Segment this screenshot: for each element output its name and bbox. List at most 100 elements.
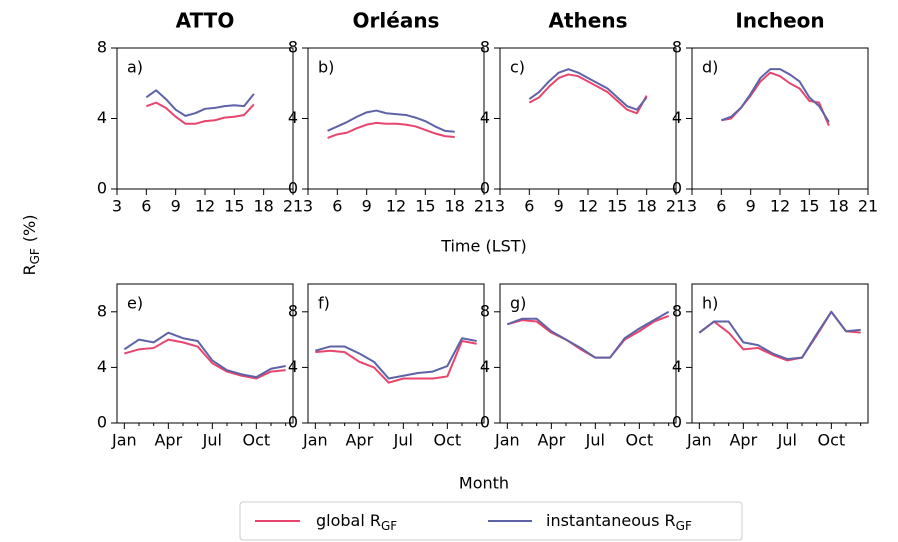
y-tick-label: 0 [288,413,298,432]
series-line [124,338,286,380]
panel-label: d) [702,58,718,77]
y-tick-label: 4 [480,108,490,127]
x-tick-label: 3 [687,197,697,216]
x-axis-label-bottom: Month [459,474,509,493]
axes-frame [691,47,869,190]
series-line [123,331,286,379]
x-tick-label: 3 [303,197,313,216]
y-tick-label: 4 [97,108,107,127]
series-line [315,337,477,380]
y-tick-label: 8 [97,301,107,320]
y-tick-label: 0 [288,179,298,198]
series-line [315,339,477,384]
y-label-subscript: GF [28,248,42,264]
y-tick-label: 4 [97,357,107,376]
series-line [506,310,670,359]
x-tick-label: 6 [716,197,726,216]
x-tick-label: Oct [625,431,653,450]
x-tick-label: 15 [607,197,627,216]
x-tick-label: Jul [777,431,797,450]
panel-title: Incheon [735,9,824,33]
x-tick-label: Oct [242,431,270,450]
x-tick-label: Jul [202,431,222,450]
x-tick-label: Jul [393,431,413,450]
panel-label: e) [127,294,143,313]
y-tick-label: 8 [97,38,107,57]
panel-title: Athens [549,9,628,33]
x-tick-label: 6 [141,197,151,216]
legend-subscript: GF [676,519,692,533]
series-line [327,121,455,139]
axes-frame [116,47,294,190]
x-tick-label: 12 [578,197,598,216]
series-line [145,101,255,125]
x-tick-label: Apr [154,431,182,450]
y-tick-label: 4 [288,108,298,127]
series-line [145,89,255,117]
x-tick-label: 6 [524,197,534,216]
y-tick-label: 8 [672,301,682,320]
legend-text: global R [316,511,381,530]
x-tick-label: Oct [433,431,461,450]
axes-frame [691,283,869,424]
panel-label: b) [318,58,334,77]
y-axis-label: RGF (%) [20,214,42,275]
x-tick-label: 21 [858,197,878,216]
panel-title: Orléans [353,9,440,33]
x-tick-label: 6 [332,197,342,216]
x-tick-label: 12 [195,197,215,216]
x-tick-label: 12 [770,197,790,216]
y-tick-label: 4 [672,108,682,127]
x-axis-label-top: Time (LST) [440,237,527,256]
y-tick-label: 4 [672,357,682,376]
x-tick-label: 12 [386,197,406,216]
y-tick-label: 0 [97,179,107,198]
y-tick-label: 0 [480,179,490,198]
x-tick-label: Oct [817,431,845,450]
y-tick-label: 8 [288,38,298,57]
x-tick-label: Apr [537,431,565,450]
y-tick-label: 0 [480,413,490,432]
x-tick-label: Jan [111,431,137,450]
x-tick-label: 21 [283,197,303,216]
x-tick-label: Apr [345,431,373,450]
series-line [528,73,648,115]
panel-label: h) [702,294,718,313]
legend-text: instantaneous R [546,511,676,530]
y-tick-label: 4 [288,357,298,376]
x-tick-label: 9 [171,197,181,216]
x-tick-label: 15 [224,197,244,216]
y-tick-label: 0 [672,179,682,198]
x-tick-label: 18 [253,197,273,216]
y-tick-label: 8 [480,38,490,57]
y-label-unit: (%) [20,214,39,242]
axes-frame [499,283,677,424]
x-tick-label: Apr [729,431,757,450]
series-line [507,315,670,359]
x-tick-label: 9 [362,197,372,216]
x-tick-label: Jan [302,431,328,450]
y-tick-label: 4 [480,357,490,376]
x-tick-label: 18 [636,197,656,216]
axes-frame [116,283,294,424]
panel-label: g) [510,294,526,313]
series-line [327,109,455,133]
x-tick-label: 15 [415,197,435,216]
y-tick-label: 8 [672,38,682,57]
y-tick-label: 0 [97,413,107,432]
y-tick-label: 8 [288,301,298,320]
series-line [720,68,830,123]
x-tick-label: Jan [494,431,520,450]
x-tick-label: 18 [444,197,464,216]
legend-label: global RGF [316,511,397,533]
x-tick-label: 15 [799,197,819,216]
panel-title: ATTO [176,9,235,33]
y-tick-label: 8 [480,301,490,320]
x-tick-label: 3 [112,197,122,216]
x-tick-label: Jul [585,431,605,450]
axes-frame [307,47,485,190]
series-line [528,68,648,111]
x-tick-label: 21 [666,197,686,216]
legend-label: instantaneous RGF [546,511,692,533]
x-tick-label: Jan [686,431,712,450]
